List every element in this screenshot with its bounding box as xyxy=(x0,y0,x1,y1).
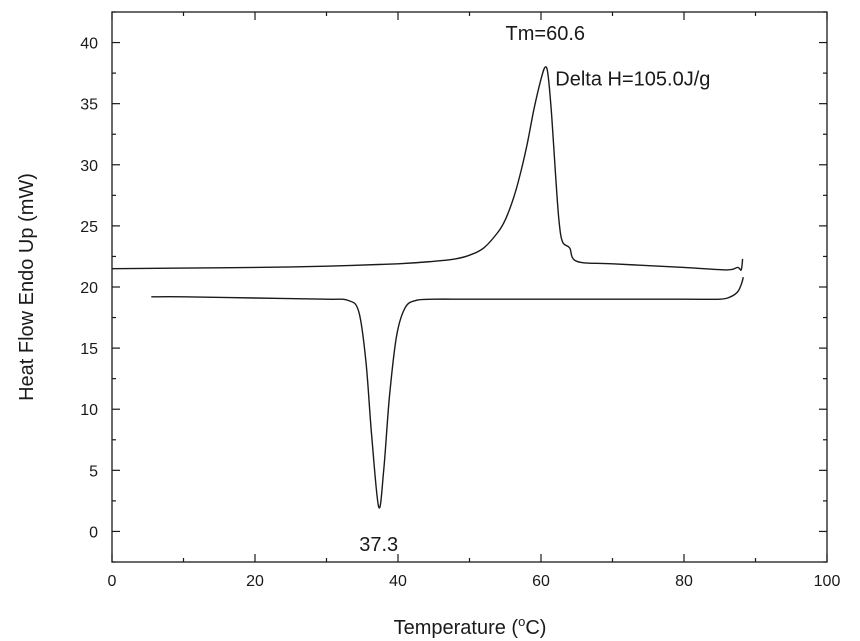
annotation-label: Tm=60.6 xyxy=(506,23,585,45)
y-tick-label: 40 xyxy=(80,36,98,53)
x-tick-label: 80 xyxy=(675,573,693,590)
x-axis-title-degree: o xyxy=(518,614,525,629)
y-tick-label: 5 xyxy=(89,463,98,480)
series-layer xyxy=(111,66,744,509)
x-tick-label: 20 xyxy=(246,573,264,590)
y-axis-title: Heat Flow Endo Up (mW) xyxy=(16,173,38,401)
annotation-label: Delta H=105.0J/g xyxy=(555,68,710,90)
heating-curve xyxy=(111,66,744,271)
x-tick-label: 0 xyxy=(108,573,117,590)
y-tick-label: 30 xyxy=(80,158,98,175)
y-tick-label: 35 xyxy=(80,97,98,114)
y-tick-label: 25 xyxy=(80,219,98,236)
y-tick-label: 0 xyxy=(89,524,98,541)
x-tick-label: 100 xyxy=(814,573,841,590)
y-tick-label: 15 xyxy=(80,341,98,358)
x-tick-label: 40 xyxy=(389,573,407,590)
cooling-curve xyxy=(151,277,744,509)
x-tick-label: 60 xyxy=(532,573,550,590)
x-axis-title-main: Temperature ( xyxy=(394,617,519,639)
annotation-label: 37.3 xyxy=(359,534,398,556)
y-tick-label: 20 xyxy=(80,280,98,297)
plot-area xyxy=(111,11,828,563)
annotation-layer: Tm=60.6 Delta H=105.0J/g 37.3 xyxy=(359,23,710,556)
y-tick-label: 10 xyxy=(80,402,98,419)
ticks-layer: 0 20 40 60 80 100 0 5 10 15 20 25 30 35 40 xyxy=(80,11,841,590)
x-axis-title-unit: C) xyxy=(525,617,546,639)
x-axis-title: Temperature (oC) xyxy=(394,614,547,639)
